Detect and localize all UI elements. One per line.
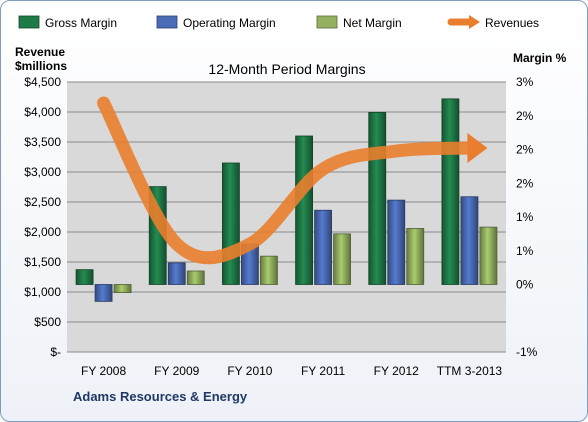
right-tick-label: 2% [516, 109, 534, 123]
bar-operating-margin [94, 284, 113, 302]
left-tick-label: $3,500 [24, 135, 61, 149]
legend-label: Gross Margin [45, 16, 117, 30]
x-tick-label: FY 2010 [227, 364, 272, 378]
left-tick-label: $1,500 [24, 255, 61, 269]
bar-operating-margin [314, 209, 332, 285]
left-tick-label: $4,000 [24, 105, 61, 119]
bar-gross-margin [368, 111, 387, 285]
left-axis-title-line2: $millions [15, 59, 68, 73]
left-tick-label: $2,000 [24, 225, 61, 239]
left-tick-label: $2,500 [24, 195, 61, 209]
left-tick-label: $1,000 [24, 285, 61, 299]
legend-swatch-operating-margin [156, 15, 178, 29]
legend-label: Net Margin [343, 16, 402, 30]
left-tick-label: $500 [34, 315, 61, 329]
left-tick-label: $4,500 [24, 75, 61, 89]
right-tick-label: 0% [516, 278, 534, 292]
bar-operating-margin [167, 262, 186, 285]
bar-operating-margin [460, 196, 479, 285]
legend-swatch-net-margin [316, 15, 338, 29]
right-tick-label: 2% [516, 143, 534, 157]
bar-net-margin [260, 255, 278, 285]
legend-label: Revenues [485, 16, 539, 30]
chart-title: 12-Month Period Margins [208, 61, 365, 77]
bar-net-margin [479, 226, 498, 285]
bar-gross-margin [75, 269, 94, 285]
x-tick-label: FY 2012 [374, 364, 419, 378]
legend-arrow-revenues [469, 15, 480, 29]
right-tick-label: 3% [516, 75, 534, 89]
bar-net-margin [113, 284, 132, 294]
bar-gross-margin [441, 98, 460, 285]
legend-label: Operating Margin [183, 16, 276, 30]
left-tick-label: $3,000 [24, 165, 61, 179]
revenues-line [97, 96, 476, 265]
x-tick-label: TTM 3-2013 [437, 364, 503, 378]
bar-gross-margin [222, 162, 240, 285]
revenues-arrowhead [467, 133, 488, 163]
bar-net-margin [406, 228, 425, 285]
bar-operating-margin [387, 199, 406, 285]
bar-net-margin [186, 270, 205, 285]
legend-swatch-gross-margin [18, 15, 40, 29]
right-axis-title: Margin % [513, 51, 567, 65]
right-tick-label: 1% [516, 210, 534, 224]
x-tick-label: FY 2011 [301, 364, 346, 378]
right-tick-label: 2% [516, 176, 534, 190]
left-tick-label: $- [50, 345, 61, 359]
bar-net-margin [333, 233, 351, 285]
left-axis-title: Revenue $millions [15, 45, 67, 73]
left-axis-title-line1: Revenue [15, 45, 66, 59]
right-tick-label: 1% [516, 244, 534, 258]
company-name: Adams Resources & Energy [73, 389, 248, 404]
right-tick-label: -1% [516, 345, 538, 359]
bar-gross-margin [295, 135, 313, 285]
x-tick-label: FY 2008 [81, 364, 126, 378]
x-tick-label: FY 2009 [154, 364, 199, 378]
